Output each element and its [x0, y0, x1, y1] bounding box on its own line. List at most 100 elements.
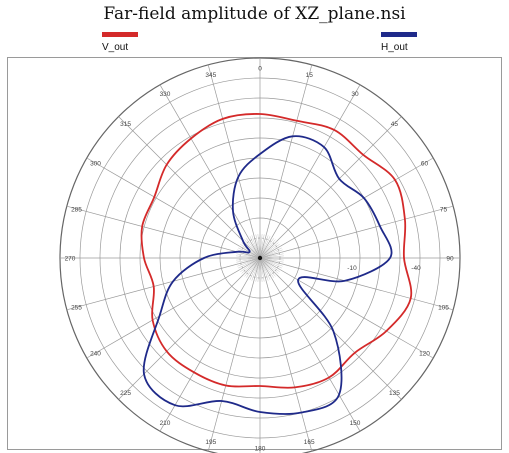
angle-tick-label: 60 — [421, 161, 429, 168]
grid-inner-spoke — [236, 253, 261, 259]
legend-swatch-h-out — [381, 32, 417, 37]
grid-spoke — [259, 84, 361, 259]
grid-inner-spoke — [244, 239, 261, 259]
grid-inner-spoke — [259, 257, 283, 267]
angle-tick-label: 135 — [389, 390, 400, 397]
grid-inner-spoke — [236, 257, 261, 265]
grid-inner-spoke — [244, 257, 261, 277]
grid-inner-spoke — [239, 257, 261, 271]
grid-inner-spoke — [259, 257, 263, 282]
grid-inner-spoke — [259, 257, 284, 265]
grid-spoke — [118, 116, 261, 259]
grid-inner-spoke — [255, 257, 261, 282]
grid-spoke — [118, 257, 261, 400]
grid-spoke — [66, 205, 261, 259]
angle-tick-label: 30 — [351, 91, 359, 98]
grid-inner-spoke — [259, 257, 274, 278]
angle-tick-label: 345 — [205, 72, 216, 79]
grid-inner-spoke — [259, 257, 265, 282]
grid-inner-spoke — [259, 235, 269, 259]
grid-inner-spoke — [246, 238, 261, 259]
grid-inner-spoke — [242, 257, 261, 276]
grid-inner-spoke — [259, 245, 281, 259]
grid-inner-spoke — [259, 255, 284, 259]
grid-inner-spoke — [236, 257, 261, 261]
grid-spoke — [259, 116, 402, 259]
grid-spoke — [207, 257, 261, 452]
grid-inner-spoke — [259, 240, 278, 259]
grid-inner-spoke — [251, 257, 261, 281]
grid-spoke — [259, 257, 454, 311]
grid-inner-spoke — [259, 257, 280, 272]
angle-tick-label: 90 — [446, 256, 454, 263]
grid-spoke — [259, 257, 402, 400]
angle-tick-label: 195 — [205, 439, 216, 446]
grid-inner-spoke — [249, 236, 261, 259]
grid-inner-spoke — [259, 257, 282, 269]
grid-spoke — [259, 257, 434, 359]
grid-spoke — [86, 157, 261, 259]
grid-inner-spoke — [259, 242, 279, 259]
angle-tick-label: 15 — [306, 72, 314, 79]
grid-inner-spoke — [236, 251, 261, 259]
grid-inner-spoke — [259, 257, 276, 277]
angle-tick-label: 240 — [90, 351, 101, 358]
grid-inner-spoke — [259, 257, 273, 279]
grid-inner-spoke — [259, 244, 280, 259]
legend-label-v-out: V_out — [102, 42, 129, 53]
grid-inner-spoke — [257, 257, 261, 282]
grid-inner-spoke — [259, 257, 279, 274]
grid-inner-spoke — [259, 257, 271, 280]
grid-spoke — [159, 84, 261, 259]
grid-inner-spoke — [236, 255, 261, 259]
angle-tick-label: 120 — [419, 351, 430, 358]
grid-inner-spoke — [259, 234, 263, 259]
grid-inner-spoke — [259, 257, 278, 276]
grid-inner-spoke — [259, 237, 273, 259]
grid-inner-spoke — [249, 257, 261, 280]
grid-inner-spoke — [259, 234, 265, 259]
angle-tick-label: 165 — [304, 439, 315, 446]
grid-inner-spoke — [247, 257, 261, 279]
grid-inner-spoke — [259, 253, 284, 259]
grid-inner-spoke — [237, 257, 261, 267]
angle-tick-label: 225 — [120, 390, 131, 397]
angle-tick-label: 285 — [71, 206, 82, 213]
grid-inner-spoke — [246, 257, 261, 278]
grid-spoke — [259, 205, 454, 259]
grid-inner-spoke — [253, 257, 261, 282]
legend-label-h-out: H_out — [381, 42, 408, 53]
grid-inner-spoke — [259, 257, 284, 263]
grid-inner-spoke — [238, 257, 261, 269]
radial-tick-label: -10 — [347, 265, 357, 272]
angle-tick-label: 300 — [90, 161, 101, 168]
center-point — [257, 255, 263, 261]
legend-swatch-v-out — [102, 32, 138, 37]
grid-inner-spoke — [259, 247, 282, 259]
grid-inner-spoke — [255, 234, 261, 259]
grid-inner-spoke — [241, 257, 261, 274]
grid-inner-spoke — [242, 240, 261, 259]
radial-tick-label: -40 — [411, 265, 421, 272]
angle-tick-label: 105 — [438, 305, 449, 312]
grid-inner-spoke — [259, 257, 284, 261]
grid-inner-spoke — [259, 249, 283, 259]
angle-tick-label: 75 — [440, 206, 448, 213]
grid-inner-spoke — [236, 257, 261, 263]
grid-spoke — [259, 257, 313, 452]
angle-tick-label: 255 — [71, 305, 82, 312]
angle-tick-label: 270 — [65, 256, 76, 263]
grid-spoke — [259, 257, 361, 432]
angle-tick-label: 315 — [120, 121, 131, 128]
series-line-v-out — [140, 113, 413, 389]
chart-title: Far-field amplitude of XZ_plane.nsi — [103, 4, 406, 24]
polar-grid — [59, 57, 461, 453]
grid-spoke — [66, 257, 261, 311]
grid-inner-spoke — [251, 235, 261, 259]
angle-tick-label: 45 — [391, 121, 399, 128]
series-lines — [140, 113, 413, 416]
grid-spoke — [86, 257, 261, 359]
grid-inner-spoke — [247, 237, 261, 259]
grid-spoke — [259, 64, 313, 259]
